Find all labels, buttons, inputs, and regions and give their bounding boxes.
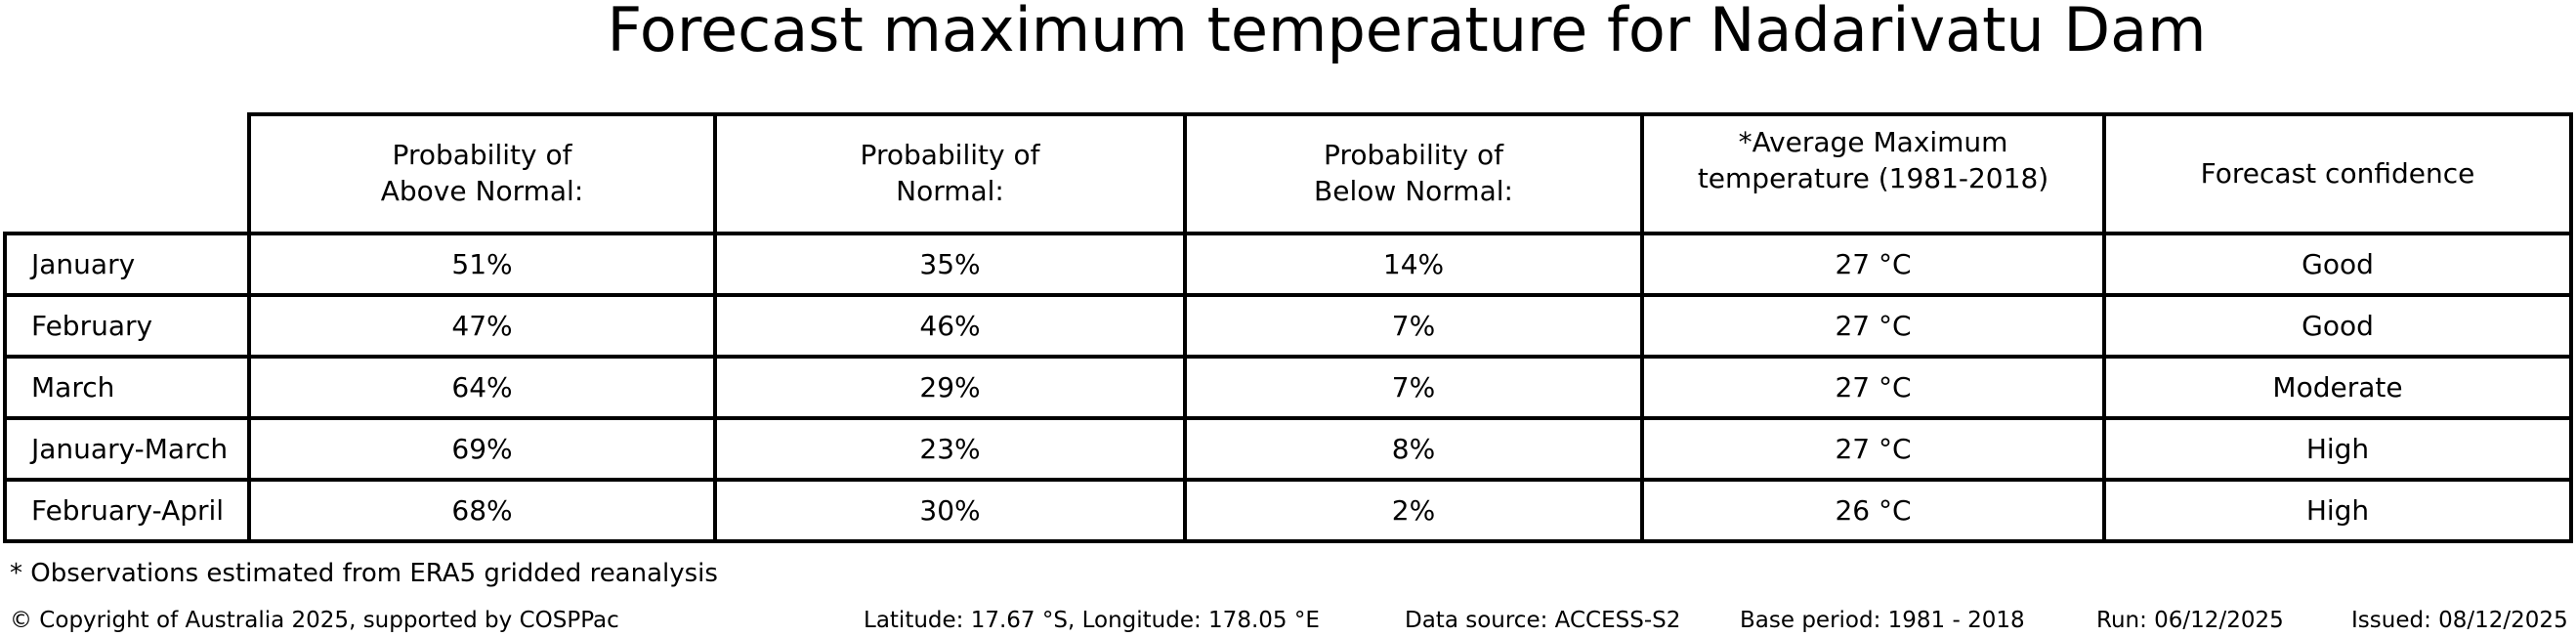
footnote: * Observations estimated from ERA5 gridd… — [10, 559, 718, 588]
cell-avg-max-temp: 27 °C — [1640, 232, 2106, 297]
table-row-february: February 47% 46% 7% 27 °C Good — [3, 293, 2573, 359]
footer-run-date: Run: 06/12/2025 — [2096, 608, 2284, 633]
cell-avg-max-temp: 26 °C — [1640, 478, 2106, 543]
table-row-january: January 51% 35% 14% 27 °C Good — [3, 232, 2573, 297]
cell-below-normal: 2% — [1183, 478, 1644, 543]
cell-normal: 29% — [713, 355, 1187, 420]
cell-confidence: High — [2102, 416, 2573, 482]
cell-normal: 35% — [713, 232, 1187, 297]
footer-data-source: Data source: ACCESS-S2 — [1405, 608, 1681, 633]
table-row-january-march: January-March 69% 23% 8% 27 °C High — [3, 416, 2573, 482]
cell-normal: 23% — [713, 416, 1187, 482]
table-row-february-april: February-April 68% 30% 2% 26 °C High — [3, 478, 2573, 543]
cell-below-normal: 7% — [1183, 355, 1644, 420]
footer-copyright: © Copyright of Australia 2025, supported… — [10, 608, 619, 633]
cell-avg-max-temp: 27 °C — [1640, 355, 2106, 420]
row-header-period: February-April — [3, 478, 251, 543]
col-header-below-normal: Probability of Below Normal: — [1183, 112, 1644, 235]
col-header-forecast-confidence: Forecast confidence — [2102, 112, 2573, 235]
cell-below-normal: 8% — [1183, 416, 1644, 482]
cell-avg-max-temp: 27 °C — [1640, 416, 2106, 482]
cell-confidence: Good — [2102, 293, 2573, 359]
forecast-table: Probability of Above Normal: Probability… — [3, 112, 2573, 543]
table-row-march: March 64% 29% 7% 27 °C Moderate — [3, 355, 2573, 420]
page-title: Forecast maximum temperature for Nadariv… — [607, 0, 2207, 65]
cell-above-normal: 64% — [247, 355, 717, 420]
row-header-period: January-March — [3, 416, 251, 482]
cell-above-normal: 51% — [247, 232, 717, 297]
row-header-period: March — [3, 355, 251, 420]
row-header-period: February — [3, 293, 251, 359]
footer-location: Latitude: 17.67 °S, Longitude: 178.05 °E — [864, 608, 1320, 633]
footer-base-period: Base period: 1981 - 2018 — [1740, 608, 2025, 633]
cell-above-normal: 69% — [247, 416, 717, 482]
col-header-normal: Probability of Normal: — [713, 112, 1187, 235]
cell-normal: 46% — [713, 293, 1187, 359]
row-header-period: January — [3, 232, 251, 297]
cell-confidence: High — [2102, 478, 2573, 543]
cell-above-normal: 68% — [247, 478, 717, 543]
cell-below-normal: 7% — [1183, 293, 1644, 359]
cell-confidence: Good — [2102, 232, 2573, 297]
cell-normal: 30% — [713, 478, 1187, 543]
cell-above-normal: 47% — [247, 293, 717, 359]
col-header-above-normal: Probability of Above Normal: — [247, 112, 717, 235]
col-header-avg-max-temperature: *Average Maximum temperature (1981-2018) — [1640, 112, 2106, 235]
cell-confidence: Moderate — [2102, 355, 2573, 420]
cell-avg-max-temp: 27 °C — [1640, 293, 2106, 359]
table-header-row: Probability of Above Normal: Probability… — [5, 112, 2573, 235]
corner-empty-cell — [5, 114, 249, 234]
cell-below-normal: 14% — [1183, 232, 1644, 297]
footer-issued-date: Issued: 08/12/2025 — [2351, 608, 2568, 633]
